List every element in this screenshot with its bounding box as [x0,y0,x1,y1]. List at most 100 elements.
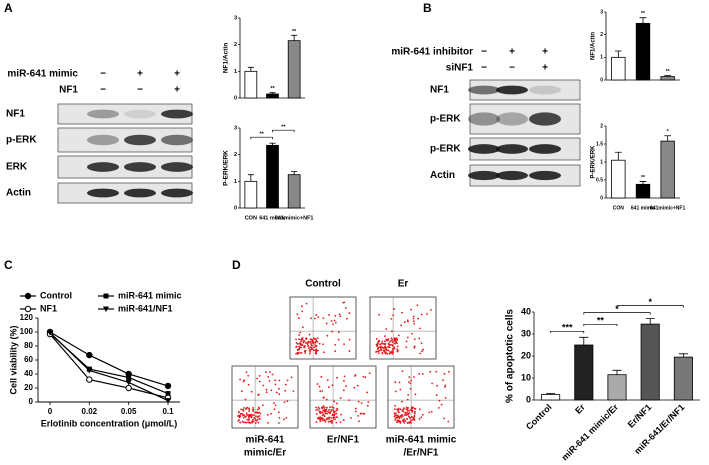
flow-dot [416,304,419,307]
flow-dot [322,397,325,399]
flow-dot [384,335,386,338]
flow-dot [324,412,327,415]
error-bar [612,369,622,375]
flow-dot [344,307,347,309]
flow-dot [381,340,384,343]
flow-dot [407,415,410,418]
flow-dot [322,406,324,409]
flow-dot [310,342,312,345]
flow-dot [303,340,306,343]
flow-dot [258,374,261,377]
flow-dot [408,421,411,424]
flow-dot [419,352,422,355]
flow-dot [403,421,406,424]
flow-dot [305,337,308,340]
flow-dot [284,383,287,386]
blot-band [161,188,193,198]
treatment-sign: − [481,47,487,58]
bar [611,159,626,199]
flow-dot [430,309,432,311]
x-tick-label: 0.02 [82,407,98,416]
flow-dot [418,337,421,340]
flow-dot [403,414,406,416]
flow-dot [315,314,318,316]
error-bar [546,393,556,395]
flow-dot [322,418,325,420]
bar [673,356,693,401]
flow-dot [298,338,300,341]
marker [86,351,93,359]
flow-dot [314,341,317,344]
flow-dot [316,340,319,343]
flow-dot [237,419,240,422]
flow-dot [318,407,321,410]
blot-band [468,85,500,95]
flow-dot [244,415,246,418]
flow-dots [315,372,371,424]
flow-dot [309,350,312,353]
flow-dot [292,390,295,393]
x-tick-label: 641 mimic [631,205,655,211]
flow-dot [330,417,333,419]
blot-row-label: NF1 [6,109,25,120]
flow-dot [332,406,335,409]
flow-dot [304,352,307,354]
flow-dot [323,419,326,422]
flow-dot [390,351,393,354]
flow-dot [413,415,416,418]
flow-dot [380,349,383,351]
flow-dot [248,410,251,413]
flow-dot [343,379,345,382]
flow-dot [401,400,403,403]
significance-label: ** [270,86,275,92]
y-tick-label: 1 [600,159,603,165]
flow-dot [340,413,342,416]
blot-band [529,85,561,95]
flow-dot [366,404,369,407]
flow-dot [406,319,409,322]
flow-dot [342,389,345,392]
flow-dot [418,372,421,375]
flow-dot [364,376,367,379]
flow-dot [299,331,302,334]
flow-dot [353,386,356,389]
blot-row-label: Actin [430,170,455,181]
treatment-sign: − [100,69,106,80]
flow-dot [394,390,397,393]
flow-dot [421,373,424,375]
flow-dot [295,345,298,348]
flow-dot [239,421,242,424]
flow-dot [418,408,421,411]
flow-dot [396,350,399,353]
flow-dot [390,343,392,346]
flow-dot [421,413,424,416]
flow-dot [409,417,411,420]
flow-label: Er/NF1 [327,435,360,446]
blot-strip [469,103,581,135]
flow-dot [312,339,314,342]
flow-dot [315,409,318,411]
y-tick-label: 2 [234,42,237,48]
significance-bracket [583,312,651,315]
flow-dot [398,416,400,419]
legend-label: miR-641/NF1 [118,303,173,313]
flow-dot [391,348,394,350]
flow-dot [405,406,408,409]
treatment-label: miR-641 inhibitor [391,47,473,58]
flow-dot [388,353,391,355]
series-line [49,332,169,402]
flow-dot [397,407,400,410]
flow-dot [393,415,396,418]
panel-letter: B [423,1,432,15]
flow-dot [258,418,261,420]
flow-dot [313,337,316,340]
flow-dot [300,352,302,355]
flow-dot [413,412,416,415]
flow-dot [412,317,415,320]
flow-dot [332,409,335,412]
y-tick-label: 3 [234,15,237,21]
marker [86,376,93,383]
flow-dot [404,420,407,422]
flow-dot [308,349,311,352]
flow-dot [331,330,334,333]
